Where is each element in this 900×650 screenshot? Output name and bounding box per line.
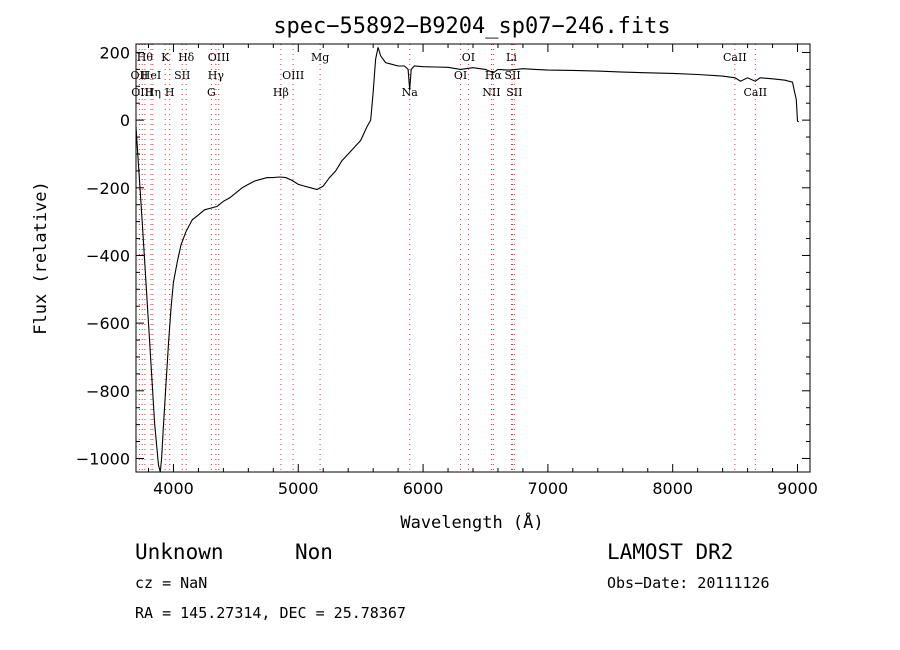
line-label-10: OIII [208,51,230,64]
y-tick-label-4: −600 [86,314,130,333]
spectrum-line [135,47,800,473]
x-tick-label-4: 8000 [652,479,693,498]
object-subclass: Non [295,540,333,564]
line-label-12: Hβ [273,86,289,99]
y-tick-label-5: −800 [86,382,130,401]
object-class: Unknown [135,540,224,564]
line-label-23: CaII [723,51,747,64]
x-tick-label-2: 6000 [403,479,444,498]
x-tick-label-0: 4000 [153,479,194,498]
line-label-8: Hδ [178,51,195,64]
line-label-0: OII [131,69,149,82]
line-label-2: Hθ [137,51,154,64]
line-label-13: OIII [282,69,304,82]
plot-frame [135,43,811,473]
y-tick-label-6: −1000 [76,449,130,468]
line-label-11: G [207,86,216,99]
y-tick-label-2: −200 [86,179,130,198]
redshift-cz: cz = NaN [135,574,208,592]
spectrum-chart: spec−55892−B9204_sp07−246.fits 4000 5000 6… [31,14,818,533]
x-axis-label: Wavelength (Å) [400,511,543,533]
y-tick-label-1: 0 [120,111,130,130]
ra-dec: RA = 145.27314, DEC = 25.78367 [135,604,406,622]
emission-line-markers [138,44,756,472]
line-label-19: Hα [485,69,503,82]
y-tick-label-3: −400 [86,246,130,265]
x-tick-label-5: 9000 [777,479,818,498]
emission-line-labels: OII OIII Hθ HeI Hη K H SII Hδ Hγ OIII G Hβ OIII Mg Na OI… [131,51,768,99]
line-label-14: Mg [311,51,329,64]
line-label-4: Hη [145,86,161,99]
x-tick-label-1: 5000 [278,479,319,498]
y-tick-label-0: 200 [99,43,130,62]
line-label-3: HeI [141,69,161,82]
y-axis-label: Flux (relative) [31,181,51,335]
axis-ticks: 4000 5000 6000 7000 8000 9000 200 0 −200 −400 −600… [76,43,818,498]
line-label-20: Li [506,51,517,64]
line-label-9: Hγ [208,69,225,82]
line-label-18: NII [482,86,500,99]
survey-name: LAMOST DR2 [607,540,734,564]
line-label-21: SII [504,69,520,82]
line-label-22: SII [506,86,522,99]
line-label-1: OIII [131,86,153,99]
line-label-17: OI [462,51,475,64]
obs-date: Obs−Date: 20111126 [607,574,770,592]
line-label-15: Na [402,86,419,99]
line-label-5: K [161,51,170,64]
line-label-16: OI [454,69,467,82]
chart-title: spec−55892−B9204_sp07−246.fits [273,14,670,39]
line-label-24: CaII [743,86,767,99]
x-tick-label-3: 7000 [528,479,569,498]
line-label-7: SII [174,69,190,82]
line-label-6: H [165,86,175,99]
